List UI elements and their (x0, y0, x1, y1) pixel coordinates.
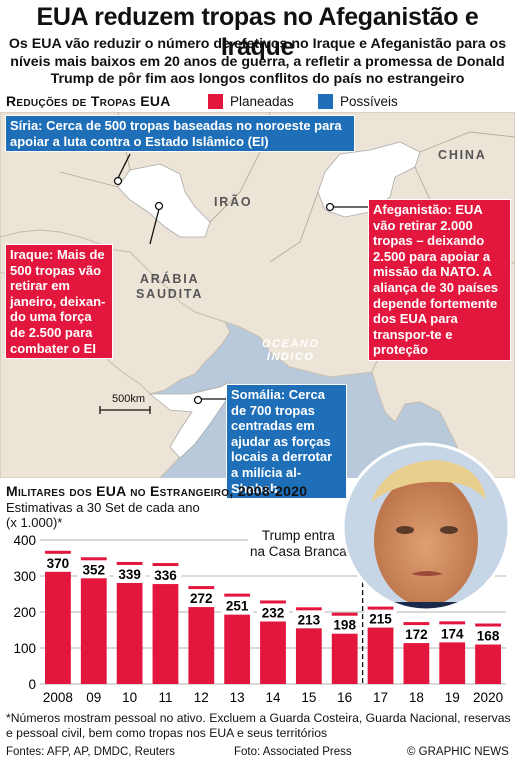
footer-photo: Foto: Associated Press (234, 746, 352, 758)
data-label-bg (328, 615, 361, 634)
x-tick-label: 14 (265, 690, 281, 705)
chart-subtitle: Estimativas a 30 Set de cada ano (6, 500, 200, 515)
data-label-bg (364, 609, 397, 628)
scale-bar (99, 406, 151, 414)
data-label-bg (185, 589, 218, 608)
legend-planned: Planeadas (208, 93, 294, 109)
data-label: 198 (333, 618, 356, 633)
label-irao: IRÃO (214, 195, 253, 209)
legend-possible-label: Possíveis (340, 93, 398, 109)
x-tick-label: 2008 (43, 690, 73, 705)
chart-title: Militares dos EUA no Estrangeiro, 2008-2… (6, 483, 308, 499)
x-tick-label: 12 (194, 690, 209, 705)
data-label-bg (400, 625, 433, 644)
data-label: 339 (118, 567, 141, 582)
x-tick-label: 18 (409, 690, 424, 705)
y-tick-label: 200 (13, 605, 36, 620)
trump-annotation: Trump entra na Casa Branca (248, 528, 349, 559)
y-tick-label: 100 (13, 641, 36, 656)
marker-siria (113, 176, 123, 186)
footer-sources: Fontes: AFP, AP, DMDC, Reuters (6, 746, 175, 758)
callout-iraque: Iraque: Mais de 500 tropas vão retirar e… (5, 244, 113, 360)
data-label-bg (41, 553, 74, 572)
data-label-bg (149, 566, 182, 585)
label-arabia-saudita: ARÁBIA SAUDITA (136, 272, 204, 301)
callout-somalia: Somália: Cerca de 700 tropas centradas e… (226, 384, 347, 500)
marker-afeganistao (325, 202, 335, 212)
data-label: 215 (369, 612, 392, 627)
data-label: 232 (262, 605, 285, 620)
data-label-bg (77, 560, 110, 579)
x-tick-label: 13 (230, 690, 245, 705)
data-label: 251 (226, 599, 249, 614)
y-tick-label: 300 (13, 569, 36, 584)
data-label-bg (436, 624, 469, 643)
iraq-shape (117, 163, 211, 238)
data-label: 336 (154, 568, 177, 583)
troops-bar-chart: 0 100 200 300 400 370 2008 352 09 339 10 336 11 272 12… (13, 533, 506, 705)
x-tick-label: 09 (86, 690, 101, 705)
data-label-bg (221, 596, 254, 615)
x-tick-label: 2020 (473, 690, 503, 705)
footnote: *Números mostram pessoal no ativo. Exclu… (6, 711, 511, 740)
legend-possible-swatch (318, 93, 333, 109)
x-tick-label: 10 (122, 690, 137, 705)
chart-unit: (x 1.000)* (6, 515, 63, 530)
map-section-title: Reduções de Tropas EUA (6, 93, 171, 109)
bar (45, 550, 71, 684)
page-title: EUA reduzem tropas no Afeganistão e Iraq… (36, 3, 479, 61)
x-tick-label: 19 (445, 690, 460, 705)
x-tick-label: 16 (337, 690, 352, 705)
marker-somalia (193, 395, 203, 405)
callout-leaders (117, 153, 370, 400)
data-label: 272 (190, 591, 213, 606)
data-label: 174 (441, 626, 464, 641)
data-label: 213 (298, 612, 321, 627)
x-tick-label: 11 (158, 690, 172, 705)
page-subtitle: Os EUA vão reduzir o número de efetivos … (8, 36, 507, 87)
scale-label: 500km (112, 393, 146, 405)
y-tick-label: 400 (13, 533, 36, 548)
x-tick-label: 15 (301, 690, 316, 705)
label-oceano-indico: OCEANO ÍNDICO (262, 338, 320, 363)
data-label-bg (113, 564, 146, 583)
data-label: 370 (47, 556, 70, 571)
marker-iraque (154, 201, 164, 211)
x-tick-label: 17 (373, 690, 388, 705)
data-label-bg (472, 626, 505, 645)
trump-photo (341, 442, 511, 612)
callout-afeganistao: Afeganistão: EUA vão retirar 2.000 tropa… (368, 199, 511, 361)
legend-planned-swatch (208, 93, 223, 109)
somalia-shape (148, 381, 231, 459)
legend-possible: Possíveis (318, 93, 398, 109)
footer-credit: © GRAPHIC NEWS (407, 746, 509, 758)
label-china: CHINA (438, 148, 487, 162)
data-label-bg (292, 610, 325, 629)
data-label-bg (257, 603, 289, 622)
data-label: 352 (83, 562, 106, 577)
data-label: 168 (477, 629, 500, 644)
callout-siria: Síria: Cerca de 500 tropas baseadas no n… (5, 115, 355, 153)
data-label: 172 (405, 627, 428, 642)
y-tick-label: 0 (28, 677, 36, 692)
legend-planned-label: Planeadas (230, 93, 294, 109)
bar (80, 557, 107, 684)
